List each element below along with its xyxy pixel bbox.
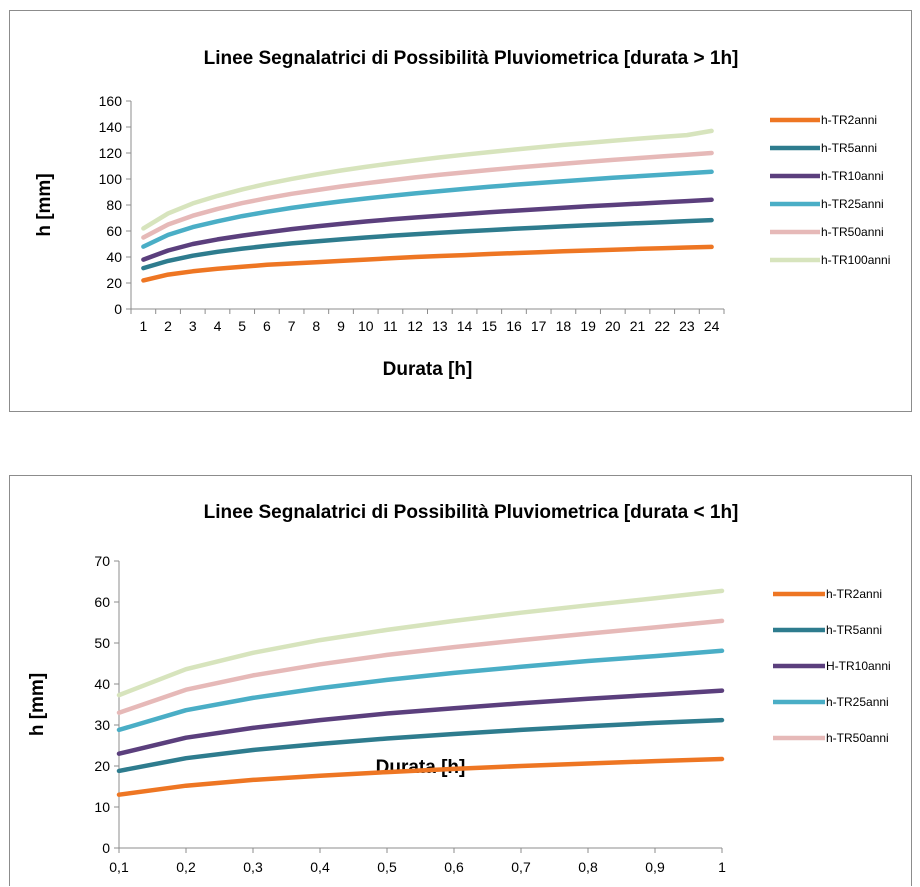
y-tick-label: 70: [94, 553, 110, 569]
x-tick-label: 18: [556, 318, 572, 334]
chart-svg-2: Linee Segnalatrici di Possibilità Pluvio…: [27, 502, 891, 875]
x-tick-label: 19: [580, 318, 596, 334]
x-tick-label: 3: [189, 318, 197, 334]
series-line-h-tr50anni: [141, 150, 714, 240]
x-tick-label: 15: [481, 318, 497, 334]
chart-panel-2: Linee Segnalatrici di Possibilità Pluvio…: [9, 475, 912, 886]
legend-label: h-TR50anni: [821, 225, 884, 239]
x-tick-label: 22: [654, 318, 670, 334]
x-tick-label: 9: [337, 318, 345, 334]
y-tick-label: 120: [99, 145, 123, 161]
y-tick-label: 80: [106, 197, 122, 213]
x-tick-label: 0,5: [377, 859, 397, 875]
series-line-h-tr2anni: [141, 244, 714, 283]
x-tick-label: 0,6: [444, 859, 464, 875]
y-tick-label: 40: [106, 249, 122, 265]
x-tick-label: 0,2: [176, 859, 196, 875]
legend-label: h-TR25anni: [826, 695, 889, 709]
x-tick-label: 12: [407, 318, 423, 334]
x-tick-label: 10: [358, 318, 374, 334]
y-tick-label: 0: [102, 840, 110, 856]
x-tick-label: 4: [214, 318, 222, 334]
y-tick-label: 50: [94, 635, 110, 651]
series-line-h-tr10anni: [141, 197, 714, 262]
legend-label: h-TR100anni: [821, 253, 890, 267]
y-tick-label: 60: [94, 594, 110, 610]
x-tick-label: 0,8: [578, 859, 598, 875]
y-tick-label: 160: [99, 93, 123, 109]
x-tick-label: 1: [718, 859, 726, 875]
y-tick-label: 30: [94, 717, 110, 733]
y-tick-label: 0: [114, 301, 122, 317]
x-tick-label: 0,3: [243, 859, 263, 875]
legend-label: h-TR10anni: [821, 169, 884, 183]
series-line-h-tr2anni: [116, 756, 725, 797]
legend-label: h-TR2anni: [821, 113, 877, 127]
series-line-h-tr50anni: [116, 618, 725, 715]
x-tick-label: 14: [457, 318, 473, 334]
series-line-h-tr25anni: [116, 648, 725, 733]
x-tick-label: 20: [605, 318, 621, 334]
chart-svg-1: Linee Segnalatrici di Possibilità Pluvio…: [34, 48, 890, 380]
x-tick-label: 11: [383, 318, 398, 334]
y-tick-label: 10: [94, 799, 110, 815]
series-line-series-5: [116, 588, 725, 698]
legend-label: H-TR10anni: [826, 659, 891, 673]
legend-label: h-TR25anni: [821, 197, 884, 211]
series-line-h-tr100anni: [141, 128, 714, 231]
x-tick-label: 23: [679, 318, 695, 334]
y-tick-label: 140: [99, 119, 123, 135]
x-tick-label: 0,9: [645, 859, 665, 875]
x-tick-label: 13: [432, 318, 448, 334]
x-tick-label: 2: [164, 318, 172, 334]
chart-title: Linee Segnalatrici di Possibilità Pluvio…: [204, 502, 739, 523]
x-tick-label: 1: [139, 318, 147, 334]
y-tick-label: 100: [99, 171, 123, 187]
x-tick-label: 0,1: [109, 859, 129, 875]
x-axis-title: Durata [h]: [383, 359, 473, 380]
y-tick-label: 60: [106, 223, 122, 239]
y-tick-label: 20: [106, 275, 122, 291]
series-line-h-tr5anni: [141, 217, 714, 271]
y-tick-label: 20: [94, 758, 110, 774]
x-tick-label: 0,4: [310, 859, 330, 875]
chart-title: Linee Segnalatrici di Possibilità Pluvio…: [204, 48, 739, 69]
x-tick-label: 0,7: [511, 859, 531, 875]
chart-panel-1: Linee Segnalatrici di Possibilità Pluvio…: [9, 10, 912, 412]
series-line-h-tr5anni: [116, 717, 725, 774]
x-tick-label: 17: [531, 318, 547, 334]
legend-label: h-TR5anni: [826, 623, 882, 637]
x-tick-label: 6: [263, 318, 271, 334]
legend-label: h-TR50anni: [826, 731, 889, 745]
y-tick-label: 40: [94, 676, 110, 692]
series-line-h-tr10anni: [116, 688, 725, 756]
legend-label: h-TR2anni: [826, 587, 882, 601]
series-line-h-tr25anni: [141, 169, 714, 249]
x-tick-label: 7: [288, 318, 296, 334]
x-tick-label: 8: [312, 318, 320, 334]
x-tick-label: 21: [630, 318, 646, 334]
legend-label: h-TR5anni: [821, 141, 877, 155]
x-tick-label: 16: [506, 318, 522, 334]
y-axis-title: h [mm]: [34, 173, 55, 236]
x-tick-label: 24: [704, 318, 720, 334]
y-axis-title: h [mm]: [27, 673, 48, 736]
x-tick-label: 5: [238, 318, 246, 334]
